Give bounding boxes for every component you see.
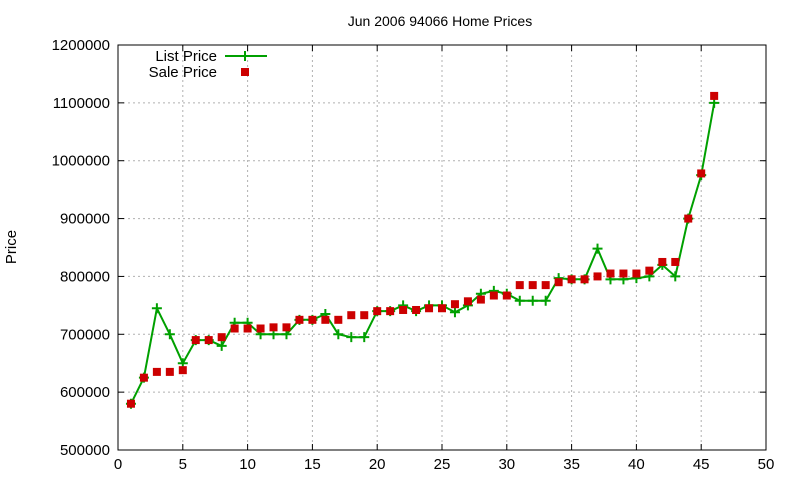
sale-price-point <box>425 304 434 313</box>
sale-price-point <box>489 291 498 300</box>
list-price-line <box>130 102 716 405</box>
sale-price-point <box>619 269 628 278</box>
sale-price-point <box>450 300 459 309</box>
sale-price-point <box>528 281 537 290</box>
sale-price-point <box>243 324 252 333</box>
sale-price-point <box>567 275 576 284</box>
legend: List Price Sale Price <box>149 48 267 81</box>
sale-price-point <box>295 315 304 324</box>
sale-price-point <box>321 315 330 324</box>
sale-price-point <box>515 281 524 290</box>
grid-lines <box>118 45 766 450</box>
sale-price-point <box>606 269 615 278</box>
x-tick-label: 35 <box>563 456 580 473</box>
list-price-point <box>670 271 681 282</box>
sale-price-point <box>580 275 589 284</box>
sale-price-point <box>152 367 161 376</box>
list-price-point <box>216 340 227 351</box>
legend-label-list-price: List Price <box>155 48 217 65</box>
x-tick-label: 15 <box>304 456 321 473</box>
axes: 0 5 10 15 20 25 30 35 40 45 50 500000 600000 700000 80… <box>52 37 775 473</box>
x-tick-label: 25 <box>434 456 451 473</box>
list-price-point <box>540 295 551 306</box>
sale-price-point <box>658 257 667 266</box>
sale-price-point <box>139 373 148 382</box>
x-tick-label: 40 <box>628 456 645 473</box>
sale-price-point <box>360 311 369 320</box>
list-price-point <box>333 329 344 340</box>
sale-price-point <box>256 324 265 333</box>
list-price-point <box>359 332 370 343</box>
list-price-point <box>151 303 162 314</box>
sale-price-point <box>463 297 472 306</box>
y-tick-label: 500000 <box>60 442 110 459</box>
sale-price-point <box>476 295 485 304</box>
legend-marker-list-price <box>240 51 250 61</box>
sale-price-point <box>308 315 317 324</box>
y-tick-label: 900000 <box>60 211 110 228</box>
x-tick-label: 20 <box>369 456 386 473</box>
sale-price-point <box>554 278 563 287</box>
series-layer <box>125 91 720 409</box>
x-tick-label: 30 <box>498 456 515 473</box>
sale-price-point <box>230 324 239 333</box>
y-tick-label: 1200000 <box>52 37 110 54</box>
sale-price-point <box>684 214 693 223</box>
x-tick-label: 10 <box>239 456 256 473</box>
sale-price-point <box>191 336 200 345</box>
sale-price-point <box>399 305 408 314</box>
sale-price-point <box>282 323 291 332</box>
sale-price-point <box>645 266 654 275</box>
y-tick-label: 800000 <box>60 268 110 285</box>
list-price-point <box>346 332 357 343</box>
list-price-point <box>449 307 460 318</box>
sale-price-point <box>204 336 213 345</box>
sale-price-point <box>334 315 343 324</box>
sale-price-point <box>347 311 356 320</box>
legend-marker-sale-price <box>241 68 249 76</box>
y-tick-label: 1100000 <box>53 95 110 112</box>
sale-price-point <box>269 323 278 332</box>
legend-label-sale-price: Sale Price <box>149 64 217 81</box>
list-price-point <box>527 295 538 306</box>
sale-price-point <box>710 91 719 100</box>
y-axis-label: Price <box>3 230 20 264</box>
list-price-point <box>592 243 603 254</box>
x-tick-label: 5 <box>179 456 187 473</box>
y-tick-label: 600000 <box>60 384 110 401</box>
x-tick-label: 50 <box>758 456 775 473</box>
sale-price-point <box>697 169 706 178</box>
sale-price-point <box>671 257 680 266</box>
sale-price-point <box>502 291 511 300</box>
sale-price-point <box>373 307 382 316</box>
sale-price-point <box>217 333 226 342</box>
sale-price-point <box>386 307 395 316</box>
plot-frame <box>117 44 767 451</box>
sale-price-point <box>178 366 187 375</box>
y-tick-label: 1000000 <box>52 153 110 170</box>
sale-price-point <box>593 272 602 281</box>
x-tick-label: 45 <box>693 456 710 473</box>
sale-price-point <box>126 399 135 408</box>
y-tick-label: 700000 <box>60 326 110 343</box>
chart-title: Jun 2006 94066 Home Prices <box>348 13 532 29</box>
sale-price-point <box>541 281 550 290</box>
list-price-point <box>514 295 525 306</box>
sale-price-point <box>412 305 421 314</box>
sale-price-point <box>632 269 641 278</box>
x-tick-label: 0 <box>114 456 122 473</box>
sale-price-point <box>165 367 174 376</box>
sale-price-point <box>438 304 446 313</box>
list-price-point <box>164 329 175 340</box>
